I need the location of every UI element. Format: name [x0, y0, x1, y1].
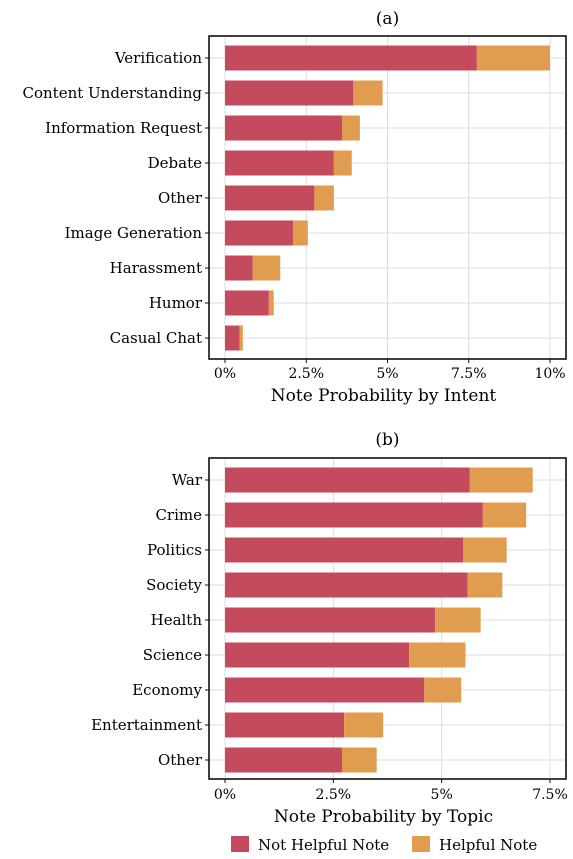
chart-intent: (a) Verification Content Understanding Info… [23, 9, 567, 406]
x-axis-label: Note Probability by Intent [271, 386, 497, 406]
x-tick-label: 7.5% [532, 787, 568, 803]
bar-helpful [463, 537, 507, 563]
x-tick-label: 5% [431, 787, 453, 803]
y-tick-label: Economy [132, 681, 202, 699]
x-tick-label: 0% [214, 787, 236, 803]
bar-not-helpful [225, 150, 334, 176]
bar-not-helpful [225, 607, 436, 633]
legend: Not Helpful Note Helpful Note [231, 836, 537, 854]
y-tick-label: Verification [114, 49, 203, 67]
bar-not-helpful [225, 677, 425, 703]
bar-not-helpful [225, 255, 253, 281]
y-tick-label: Information Request [45, 119, 202, 137]
bar-helpful [409, 642, 466, 668]
y-tick-label: Society [146, 576, 202, 594]
bar-not-helpful [225, 712, 345, 738]
chart-title: (b) [375, 430, 399, 450]
bar-helpful [293, 220, 308, 246]
bar-helpful [268, 290, 274, 316]
y-tick-label: Crime [155, 506, 202, 524]
bar-helpful [353, 80, 383, 106]
y-tick-label: Casual Chat [110, 329, 202, 347]
bar-not-helpful [225, 115, 342, 141]
x-tick-label: 2.5% [316, 787, 352, 803]
bar-not-helpful [225, 537, 464, 563]
y-tick-label: Other [158, 189, 203, 207]
y-tick-label: Image Generation [65, 224, 203, 242]
y-tick-label: Harassment [110, 259, 202, 277]
bar-not-helpful [225, 220, 294, 246]
y-tick-label: Humor [149, 294, 203, 312]
y-tick-label: Science [143, 646, 202, 664]
chart-title: (a) [376, 9, 399, 29]
x-tick-label: 10% [534, 366, 565, 382]
bar-helpful [342, 115, 360, 141]
bar-helpful [435, 607, 481, 633]
bar-helpful [467, 572, 503, 598]
x-tick-label: 0% [214, 366, 236, 382]
bar-helpful [333, 150, 352, 176]
bar-helpful [469, 467, 533, 493]
bar-not-helpful [225, 45, 477, 71]
chart-topic: (b) War Crime Politics Society Health Science E… [91, 430, 568, 827]
y-tick-label: Other [158, 751, 203, 769]
legend-label-helpful: Helpful Note [439, 836, 537, 854]
bar-helpful [344, 712, 384, 738]
y-tick-label: Health [151, 611, 203, 629]
bar-not-helpful [225, 80, 354, 106]
y-tick-label: Debate [148, 154, 202, 172]
y-tick-label: Content Understanding [23, 84, 203, 102]
legend-swatch-not-helpful [231, 836, 249, 852]
bar-not-helpful [225, 747, 342, 773]
bar-not-helpful [225, 467, 470, 493]
x-tick-label: 2.5% [288, 366, 324, 382]
bar-not-helpful [225, 502, 483, 528]
x-tick-label: 7.5% [451, 366, 487, 382]
bar-helpful [476, 45, 550, 71]
y-tick-label: Entertainment [91, 716, 202, 734]
legend-swatch-helpful [412, 836, 430, 852]
bar-helpful [424, 677, 462, 703]
bar-helpful [482, 502, 527, 528]
bar-not-helpful [225, 325, 240, 351]
bar-helpful [239, 325, 243, 351]
x-axis-label: Note Probability by Topic [274, 807, 493, 827]
bar-not-helpful [225, 185, 315, 211]
bar-helpful [252, 255, 281, 281]
bar-not-helpful [225, 642, 410, 668]
y-tick-label: Politics [147, 541, 202, 559]
bar-helpful [342, 747, 377, 773]
plot-frame [208, 457, 567, 780]
bar-not-helpful [225, 572, 468, 598]
bar-not-helpful [225, 290, 269, 316]
x-tick-label: 5% [376, 366, 398, 382]
bar-helpful [314, 185, 334, 211]
y-tick-label: War [172, 471, 203, 489]
legend-label-not-helpful: Not Helpful Note [258, 836, 389, 854]
